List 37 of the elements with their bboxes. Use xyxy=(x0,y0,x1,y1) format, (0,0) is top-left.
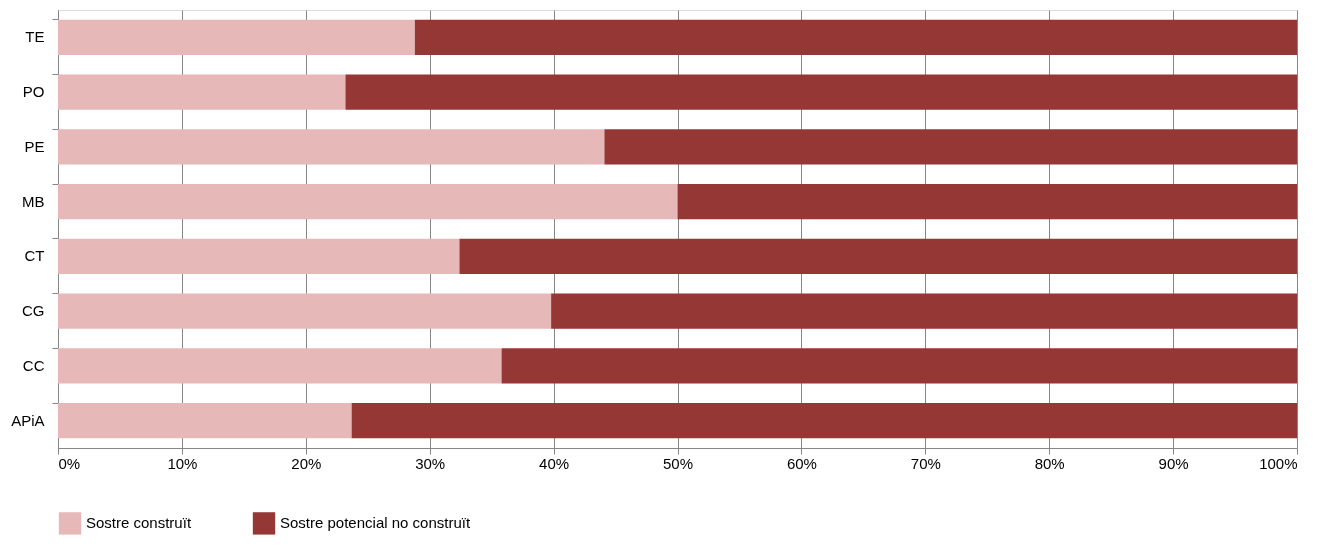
bar xyxy=(58,348,502,384)
bar xyxy=(677,184,1297,220)
x-tick-label: 50% xyxy=(662,454,694,472)
x-tick-label: 80% xyxy=(1034,454,1065,472)
bar xyxy=(604,129,1297,165)
x-tick-label: 60% xyxy=(786,454,817,472)
bar xyxy=(345,74,1297,110)
x-tick-label: 30% xyxy=(415,454,446,472)
bar xyxy=(58,129,605,165)
y-tick-label: PO xyxy=(22,83,45,101)
bar xyxy=(551,293,1297,329)
legend-label: Sostre potencial no construït xyxy=(280,514,471,532)
bar xyxy=(459,238,1297,274)
bar xyxy=(58,403,352,439)
bar xyxy=(58,238,460,274)
y-tick-label: PE xyxy=(24,137,45,155)
x-tick-label: 40% xyxy=(539,454,570,472)
bar xyxy=(58,74,346,110)
y-tick-label: CT xyxy=(24,247,45,265)
bar xyxy=(351,403,1297,439)
y-tick-label: MB xyxy=(22,192,45,210)
bar xyxy=(58,293,552,329)
x-tick-label: 100% xyxy=(1259,454,1298,472)
bar xyxy=(58,19,415,55)
legend-label: Sostre construït xyxy=(86,514,192,532)
y-tick-label: APiA xyxy=(11,411,45,429)
x-tick-label: 10% xyxy=(167,454,198,472)
x-tick-label: 90% xyxy=(1158,454,1189,472)
bar xyxy=(58,184,678,220)
y-tick-label: CG xyxy=(22,302,45,320)
bar xyxy=(414,19,1297,55)
x-tick-label: 20% xyxy=(291,454,322,472)
y-tick-label: CC xyxy=(22,356,45,374)
bar xyxy=(501,348,1297,384)
x-tick-label: 0% xyxy=(58,454,81,472)
y-tick-label: TE xyxy=(25,28,45,46)
x-tick-label: 70% xyxy=(910,454,941,472)
